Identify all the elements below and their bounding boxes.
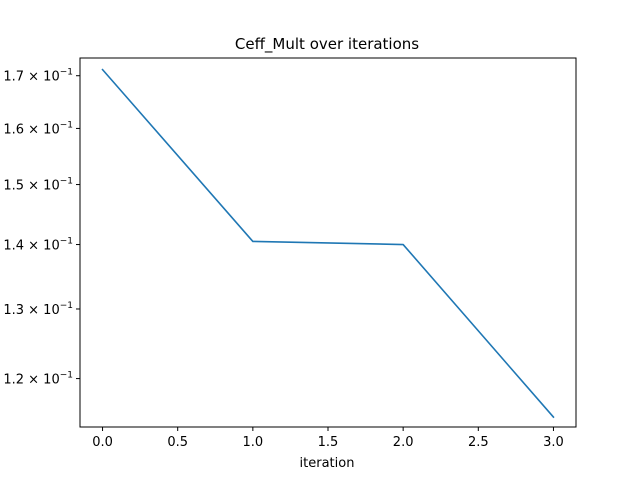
x-tick-label: 1.5 xyxy=(318,435,339,450)
y-tick-label: 1.6 × 10−1 xyxy=(3,120,73,137)
x-tick-label: 3.0 xyxy=(543,435,564,450)
y-tick-label: 1.4 × 10−1 xyxy=(3,237,73,254)
x-tick-label: 0.0 xyxy=(92,435,113,450)
x-tick-label: 0.5 xyxy=(167,435,188,450)
plot-area: 0.0 0.5 1.0 1.5 2.0 2.5 3.0 1.7 × 10−1 1.6 × 10−… xyxy=(3,57,577,450)
x-axis-label: iteration xyxy=(300,456,355,471)
y-tick-label: 1.7 × 10−1 xyxy=(3,68,73,85)
x-tick-label: 2.5 xyxy=(468,435,489,450)
y-tick-label: 1.2 × 10−1 xyxy=(3,371,73,388)
chart-title: Ceff_Mult over iterations xyxy=(235,35,419,54)
x-tick-label: 2.0 xyxy=(393,435,414,450)
x-tick-label: 1.0 xyxy=(243,435,264,450)
y-tick-label: 1.3 × 10−1 xyxy=(3,301,73,318)
series-line-0 xyxy=(101,68,555,419)
y-tick-label: 1.5 × 10−1 xyxy=(3,177,73,194)
